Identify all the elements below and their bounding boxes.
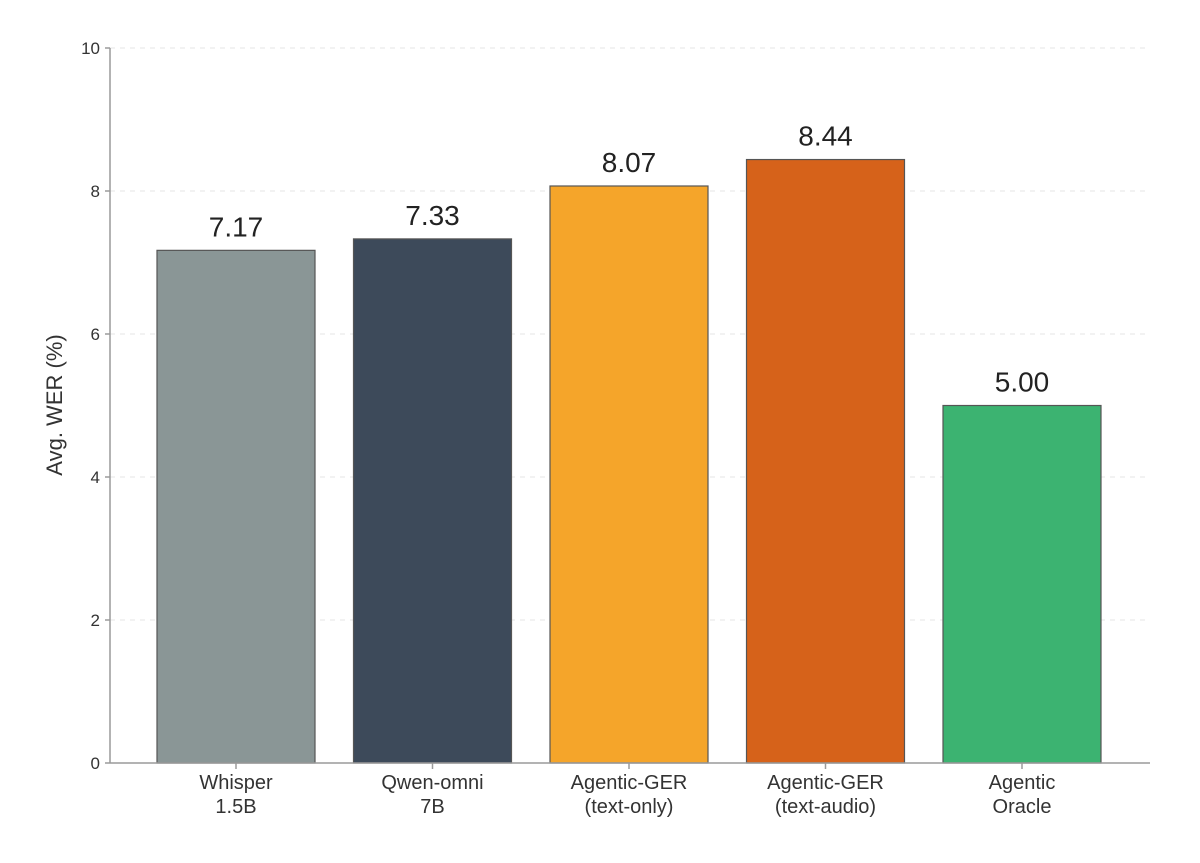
y-tick-label: 6 [91, 325, 100, 344]
x-tick-label: Whisper [199, 772, 273, 794]
bar [549, 185, 709, 764]
y-tick-label: 10 [81, 39, 100, 58]
bars [156, 158, 1102, 764]
y-tick-label: 8 [91, 182, 100, 201]
bar-value-label: 8.07 [602, 147, 657, 178]
bar [352, 238, 513, 764]
bar [745, 158, 906, 764]
axes [105, 47, 1150, 769]
x-tick-label: 7B [420, 796, 444, 818]
x-tick-label: Qwen-omni [381, 772, 483, 794]
x-tick-label: Oracle [993, 796, 1052, 818]
x-tick-label: (text-only) [585, 796, 674, 818]
y-tick-label: 2 [91, 611, 100, 630]
bar-value-label: 8.44 [798, 121, 853, 152]
x-tick-label: (text-audio) [775, 796, 876, 818]
bar [942, 404, 1102, 764]
bar-value-label: 7.33 [405, 200, 460, 231]
x-tick-label: Agentic-GER [767, 772, 884, 794]
y-tick-label: 4 [91, 468, 100, 487]
bar-value-label: 7.17 [209, 211, 264, 242]
x-tick-label: 1.5B [215, 796, 256, 818]
bar-value-label: 5.00 [995, 367, 1050, 398]
bar [156, 249, 316, 764]
x-tick-label: Agentic [989, 772, 1056, 794]
y-axis-label: Avg. WER (%) [42, 334, 67, 475]
x-tick-label: Agentic-GER [571, 772, 688, 794]
y-tick-label: 0 [91, 754, 100, 773]
